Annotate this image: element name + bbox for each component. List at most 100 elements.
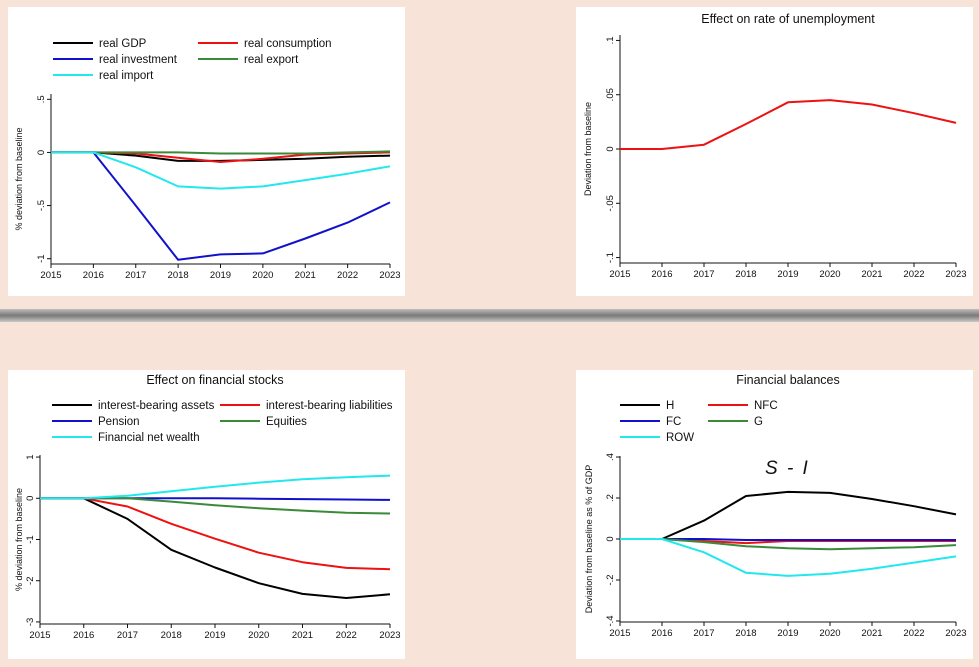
x-tick-label: 2019 [210,270,231,281]
x-tick-label: 2020 [252,270,273,281]
x-tick-label: 2019 [777,628,798,639]
x-tick-label: 2017 [693,269,714,280]
y-tick-label: -1 [36,254,47,262]
legend-label-real-consumption: real consumption [244,38,332,50]
legend-label-real-export: real export [244,54,299,66]
x-tick-label: 2016 [73,630,94,641]
chart-svg: Effect on financial stocks 1 0 -1 -2 -3 2015 20… [14,373,401,641]
x-tick-label: 2015 [609,628,630,639]
x-tick-label: 2021 [295,270,316,281]
x-tick-label: 2015 [609,269,630,280]
y-tick-label: .5 [36,95,47,103]
y-tick-label: .2 [605,494,616,502]
y-tick-label: 1 [25,454,36,459]
x-tick-label: 2022 [336,630,357,641]
legend-label-pension: Pension [98,416,140,428]
handwritten-annotation: S - I [765,458,810,479]
series-line-row [620,538,957,577]
x-tick-label: 2016 [83,270,104,281]
legend-label-equities: Equities [266,416,307,428]
series-line-fc [620,538,956,541]
x-tick-label: 2022 [903,269,924,280]
y-axis-label: Deviation from baseline [583,102,593,196]
y-tick-label: -.5 [36,200,47,211]
x-tick-label: 2019 [777,269,798,280]
y-tick-label: 0 [36,150,47,155]
y-tick-label: 0 [25,496,36,501]
y-axis-label: % deviation from baseline [14,127,24,230]
legend: interest-bearing assets interest-bearing … [52,400,393,444]
x-tick-label: 2018 [735,628,756,639]
y-tick-label: .4 [605,453,616,461]
x-tick-label: 2021 [861,628,882,639]
chart-panel-financial-stocks: Effect on financial stocks 1 0 -1 -2 -3 2015 20… [8,370,405,659]
series-line-h [620,490,957,540]
chart-svg: Effect on rate of unemployment .1 .05 0 -.05… [583,12,967,280]
x-tick-label: 2016 [651,269,672,280]
chart-svg: .5 0 -.5 -1 2015 2016 2017 2018 2019 2020 2021 2022… [14,38,401,281]
chart-title: Effect on rate of unemployment [701,12,875,26]
legend-label-nfc: NFC [754,400,778,412]
series-line-real-export [51,150,391,155]
legend: H NFC FC G ROW [620,400,778,444]
legend-label-interest-bearing-liabilities: interest-bearing liabilities [266,400,393,412]
x-tick-label: 2022 [337,270,358,281]
legend-label-real-investment: real investment [99,54,178,66]
x-tick-label: 2018 [161,630,182,641]
chart-title: Effect on financial stocks [146,373,283,387]
chart-title: Financial balances [736,373,840,387]
series-line-g [620,538,957,551]
legend-label-h: H [666,400,674,412]
legend-label-financial-net-wealth: Financial net wealth [98,432,200,444]
x-tick-label: 2023 [945,269,966,280]
y-tick-label: 0 [605,536,616,541]
y-tick-label: -.4 [605,615,616,626]
x-tick-label: 2023 [379,270,400,281]
y-tick-label: 0 [605,146,616,151]
y-tick-label: -.1 [605,252,616,263]
y-tick-label: -.05 [605,195,616,211]
x-tick-label: 2016 [651,628,672,639]
y-axis-label: % deviation from baseline [14,488,24,591]
x-tick-label: 2021 [861,269,882,280]
x-tick-label: 2019 [204,630,225,641]
x-tick-label: 2022 [903,628,924,639]
x-tick-label: 2023 [379,630,400,641]
x-tick-label: 2021 [292,630,313,641]
legend-label-g: G [754,416,763,428]
legend-label-interest-bearing-assets: interest-bearing assets [98,400,215,412]
x-tick-label: 2020 [819,269,840,280]
y-tick-label: .1 [605,36,616,44]
legend-label-row: ROW [666,432,694,444]
series-line-series-0 [620,99,957,150]
x-tick-label: 2020 [819,628,840,639]
legend: real GDP real consumption real investment r… [53,38,332,82]
chart-panel-financial-balances: Financial balances .4 .2 0 -.2 -.4 2015 2016 201… [576,370,973,659]
y-tick-label: -1 [25,535,36,543]
y-tick-label: -.2 [605,574,616,585]
chart-panel-unemployment: Effect on rate of unemployment .1 .05 0 -.05… [576,7,973,296]
x-tick-label: 2015 [40,270,61,281]
y-axis-label: Deviation from baseline as % of GDP [584,465,594,614]
chart-panel-macro-variables: .5 0 -.5 -1 2015 2016 2017 2018 2019 2020 2021 2022… [8,7,405,296]
legend-label-real-import: real import [99,70,154,82]
y-tick-label: .05 [605,88,616,101]
series-line-financial-net-wealth [40,474,391,500]
series-line-real-investment [51,151,391,261]
y-tick-label: -3 [25,618,36,626]
x-tick-label: 2017 [125,270,146,281]
x-tick-label: 2018 [735,269,756,280]
series-line-interest-bearing-assets [40,497,391,599]
x-tick-label: 2020 [248,630,269,641]
x-tick-label: 2015 [29,630,50,641]
x-tick-label: 2018 [168,270,189,281]
y-tick-label: -2 [25,576,36,584]
x-tick-label: 2017 [693,628,714,639]
legend-label-fc: FC [666,416,681,428]
legend-label-real-gdp: real GDP [99,38,147,50]
x-tick-label: 2017 [117,630,138,641]
chart-svg: Financial balances .4 .2 0 -.2 -.4 2015 2016 201… [584,373,967,639]
slide-divider [0,309,979,322]
x-tick-label: 2023 [945,628,966,639]
series-line-interest-bearing-liabilities [40,497,391,571]
